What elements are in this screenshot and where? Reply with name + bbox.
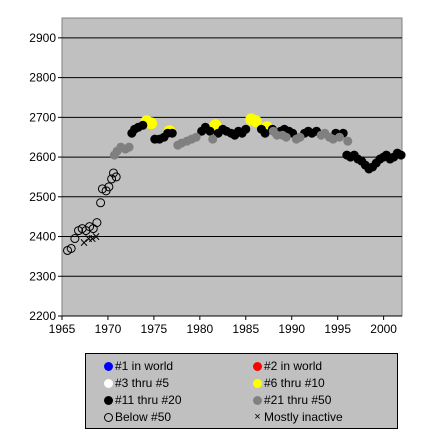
point-mostly-inactive: ×: [79, 235, 89, 249]
point-21-thru-50: [343, 136, 353, 146]
legend-item-8: × Mostly inactive: [253, 410, 343, 424]
legend-marker-7: [104, 412, 113, 422]
legend-item-4: #6 thru #10: [253, 376, 325, 390]
y-tick-label: 2300: [29, 269, 56, 283]
legend-label-6: #21 thru #50: [264, 393, 332, 407]
point-21-thru-50: [208, 134, 218, 144]
x-tick-label: 2000: [370, 322, 397, 336]
x-tick-label: 1980: [186, 322, 213, 336]
x-axis-ticks: 1965 1970 1975 1980 1985 1990 1995 2000: [49, 316, 397, 336]
legend-marker-1: [104, 361, 113, 371]
y-tick-label: 2500: [29, 190, 56, 204]
legend-marker-3: [104, 378, 113, 388]
plot-area: [61, 17, 403, 317]
point-6-thru-10: [145, 117, 158, 130]
point-21-thru-50: [124, 142, 134, 152]
legend-label-8: Mostly inactive: [264, 410, 343, 424]
legend-label-7: Below #50: [115, 410, 172, 424]
x-tick-label: 1990: [278, 322, 305, 336]
legend-item-5: #11 thru #20: [104, 393, 182, 407]
point-21-thru-50: [281, 132, 291, 142]
legend-marker-6: [253, 395, 262, 405]
legend-label-2: #2 in world: [264, 359, 323, 373]
data-points: ××××: [63, 113, 406, 255]
point-11-thru-20: [260, 128, 270, 138]
point-11-thru-20: [138, 120, 148, 130]
legend: #1 in world #2 in world #3 thru #5 #6 th…: [85, 353, 398, 429]
legend-label-3: #3 thru #5: [115, 376, 170, 390]
point-below-50: [111, 172, 121, 182]
x-tick-label: 1970: [95, 322, 122, 336]
legend-marker-5: [104, 395, 113, 405]
point-mostly-inactive: ×: [91, 230, 101, 244]
point-mostly-inactive: ×: [87, 232, 97, 246]
point-21-thru-50: [295, 132, 305, 142]
legend-item-7: Below #50: [104, 410, 171, 424]
y-tick-label: 2800: [29, 71, 56, 85]
y-tick-label: 2200: [29, 309, 56, 323]
grid-lines: [62, 37, 402, 317]
legend-item-2: #2 in world: [253, 359, 322, 373]
legend-item-6: #21 thru #50: [253, 393, 331, 407]
point-21-thru-50: [335, 132, 345, 142]
x-tick-label: 1965: [49, 322, 76, 336]
x-tick-label: 1995: [324, 322, 351, 336]
x-tick-label: 1985: [232, 322, 259, 336]
legend-marker-8: ×: [254, 410, 261, 423]
point-below-50: [104, 182, 114, 192]
legend-item-1: #1 in world: [104, 359, 173, 373]
point-below-50: [92, 218, 102, 228]
legend-label-1: #1 in world: [115, 359, 174, 373]
point-11-thru-20: [205, 126, 215, 136]
point-11-thru-20: [396, 150, 406, 160]
legend-label-5: #11 thru #20: [115, 393, 182, 407]
point-11-thru-20: [167, 128, 177, 138]
y-tick-label: 2900: [29, 31, 56, 45]
legend-marker-2: [253, 361, 262, 371]
legend-marker-4: [253, 378, 262, 388]
chart: 2200 2300 2400 2500 2600 2700 2800 2900 1965 197…: [29, 17, 406, 336]
y-tick-label: 2700: [29, 110, 56, 124]
point-11-thru-20: [241, 124, 251, 134]
x-tick-label: 1975: [141, 322, 168, 336]
point-below-50: [66, 243, 76, 253]
point-below-50: [70, 234, 80, 244]
y-tick-label: 2600: [29, 150, 56, 164]
y-axis-ticks: 2200 2300 2400 2500 2600 2700 2800 2900: [29, 31, 62, 323]
legend-label-4: #6 thru #10: [264, 376, 325, 390]
point-21-thru-50: [191, 132, 201, 142]
legend-item-3: #3 thru #5: [104, 376, 169, 390]
point-below-50: [107, 174, 117, 184]
y-tick-label: 2400: [29, 230, 56, 244]
point-mostly-inactive: ×: [84, 232, 94, 246]
point-below-50: [96, 198, 106, 208]
point-6-thru-10: [249, 115, 262, 128]
